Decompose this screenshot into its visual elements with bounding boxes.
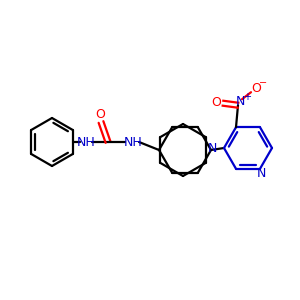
Text: NH: NH [124, 136, 142, 148]
Text: +: + [243, 92, 251, 102]
Text: −: − [259, 78, 267, 88]
Text: O: O [251, 82, 261, 95]
Text: N: N [256, 167, 266, 180]
Text: N: N [235, 95, 245, 108]
Text: NH: NH [76, 136, 95, 148]
Text: O: O [95, 109, 105, 122]
Text: O: O [211, 96, 221, 109]
Text: N: N [207, 142, 217, 155]
